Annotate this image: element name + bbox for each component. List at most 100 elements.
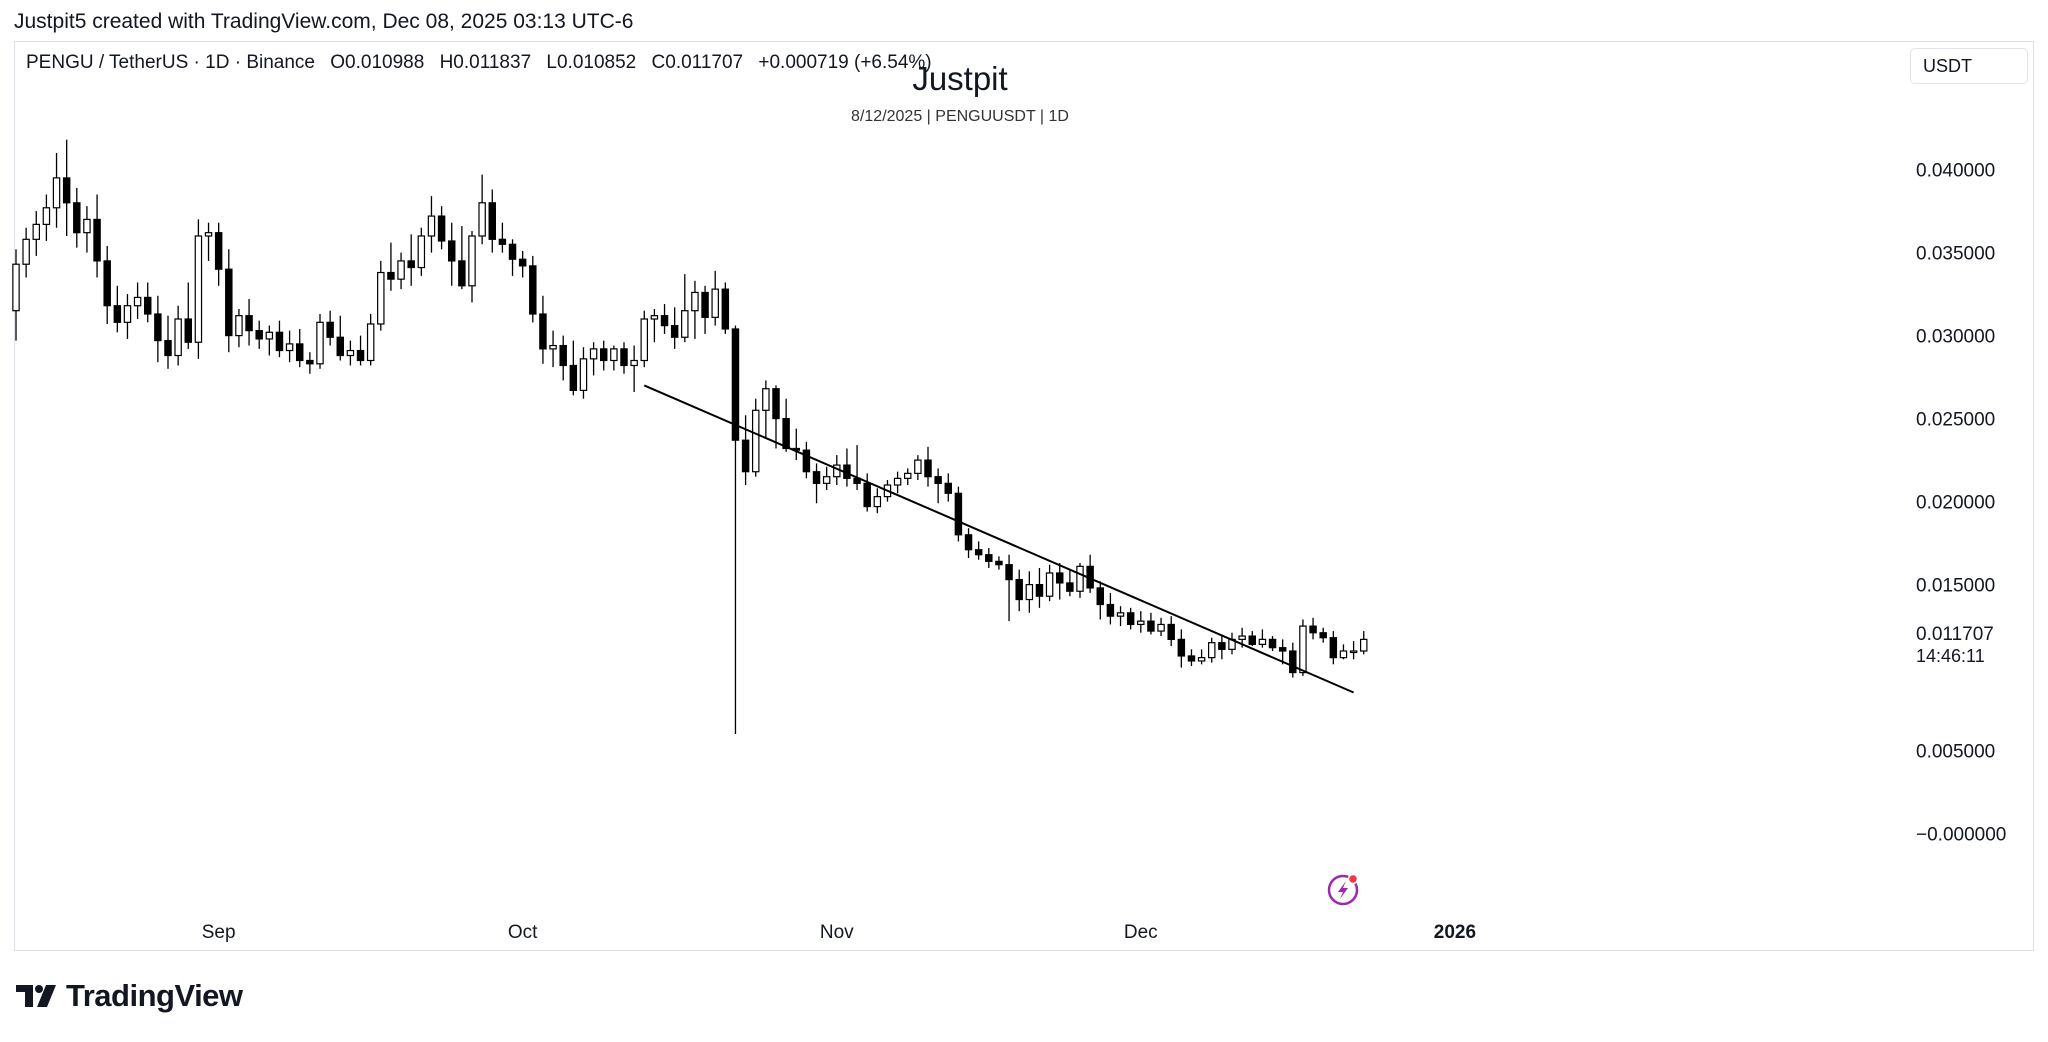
candle[interactable] — [518, 250, 527, 278]
candle[interactable] — [356, 335, 365, 366]
candle[interactable] — [154, 295, 162, 363]
candle[interactable] — [306, 352, 314, 374]
candle[interactable] — [539, 295, 547, 364]
symbol-name[interactable]: PENGU / TetherUS · 1D · Binance — [26, 52, 315, 73]
candle[interactable] — [1167, 616, 1175, 647]
candle[interactable] — [235, 309, 243, 348]
candle[interactable] — [478, 174, 486, 245]
candle[interactable] — [42, 194, 51, 241]
candle[interactable] — [174, 305, 182, 366]
candle[interactable] — [225, 249, 233, 353]
candle[interactable] — [731, 325, 740, 734]
candle[interactable] — [802, 441, 811, 479]
candle[interactable] — [93, 194, 101, 278]
candle[interactable] — [903, 468, 912, 485]
candle[interactable] — [569, 340, 578, 396]
candle[interactable] — [1207, 637, 1216, 663]
candle[interactable] — [691, 280, 699, 339]
candle[interactable] — [1035, 568, 1044, 608]
candle[interactable] — [1086, 554, 1094, 593]
candle[interactable] — [589, 342, 598, 376]
candle[interactable] — [782, 398, 790, 452]
candle[interactable] — [417, 227, 426, 276]
candle[interactable] — [529, 255, 537, 323]
candle[interactable] — [995, 556, 1003, 570]
candle[interactable] — [863, 473, 871, 512]
tradingview-logo[interactable]: TradingView — [16, 978, 243, 1014]
candle[interactable] — [52, 153, 61, 228]
lightning-icon[interactable] — [1327, 873, 1359, 906]
candle[interactable] — [275, 320, 284, 358]
candle[interactable] — [1096, 581, 1105, 620]
candle[interactable] — [194, 219, 203, 359]
candle[interactable] — [498, 222, 507, 253]
candle[interactable] — [204, 222, 213, 261]
candle[interactable] — [1309, 617, 1317, 640]
candle[interactable] — [1157, 617, 1165, 637]
candle[interactable] — [12, 249, 20, 341]
candle[interactable] — [751, 398, 760, 477]
candle[interactable] — [1197, 649, 1206, 665]
candle[interactable] — [1147, 612, 1155, 635]
candle[interactable] — [437, 206, 446, 250]
candle[interactable] — [1359, 631, 1368, 655]
candle[interactable] — [1278, 639, 1287, 665]
candle[interactable] — [133, 282, 142, 319]
candle[interactable] — [1228, 632, 1236, 655]
candle[interactable] — [508, 239, 517, 276]
candle[interactable] — [123, 294, 132, 339]
candle[interactable] — [924, 446, 932, 487]
candle[interactable] — [1329, 631, 1338, 665]
candle[interactable] — [103, 245, 111, 324]
candle[interactable] — [701, 285, 709, 334]
candle[interactable] — [964, 528, 973, 559]
candle[interactable] — [559, 335, 567, 381]
candle[interactable] — [285, 330, 294, 363]
candle[interactable] — [741, 415, 750, 485]
candle[interactable] — [620, 342, 628, 374]
candle[interactable] — [944, 473, 953, 502]
candle[interactable] — [660, 304, 669, 334]
candle[interactable] — [1248, 631, 1257, 647]
candle[interactable] — [640, 310, 649, 368]
candle[interactable] — [295, 328, 304, 368]
candle[interactable] — [346, 340, 355, 366]
candle[interactable] — [1045, 564, 1054, 602]
candle[interactable] — [1076, 563, 1084, 598]
candle[interactable] — [62, 139, 71, 236]
candle[interactable] — [954, 486, 963, 542]
candle[interactable] — [1025, 571, 1034, 613]
candle[interactable] — [681, 274, 689, 343]
candle[interactable] — [1015, 569, 1023, 612]
candle[interactable] — [22, 227, 30, 278]
candle[interactable] — [336, 315, 345, 361]
candle[interactable] — [1258, 629, 1267, 648]
candle[interactable] — [397, 252, 405, 290]
candle[interactable] — [843, 448, 851, 487]
candle[interactable] — [83, 206, 91, 253]
candle[interactable] — [822, 466, 831, 490]
candle[interactable] — [1137, 611, 1145, 633]
candle[interactable] — [579, 347, 588, 399]
candle[interactable] — [1268, 636, 1277, 651]
candle[interactable] — [488, 189, 497, 253]
candle[interactable] — [214, 222, 223, 286]
candle[interactable] — [914, 455, 922, 481]
candle[interactable] — [985, 548, 993, 568]
candle[interactable] — [762, 380, 770, 439]
candle[interactable] — [1299, 619, 1307, 676]
candle[interactable] — [377, 260, 385, 331]
candle[interactable] — [316, 314, 324, 369]
candle[interactable] — [255, 320, 263, 349]
candle[interactable] — [1055, 563, 1064, 600]
candle[interactable] — [143, 282, 152, 323]
candle[interactable] — [366, 314, 375, 366]
candle[interactable] — [1106, 592, 1115, 625]
candle[interactable] — [1319, 627, 1327, 643]
candle[interactable] — [599, 340, 608, 371]
candle[interactable] — [549, 330, 557, 368]
candle[interactable] — [1116, 606, 1125, 627]
candle[interactable] — [164, 315, 172, 369]
candle[interactable] — [670, 307, 679, 349]
currency-button[interactable]: USDT — [1910, 48, 2028, 84]
